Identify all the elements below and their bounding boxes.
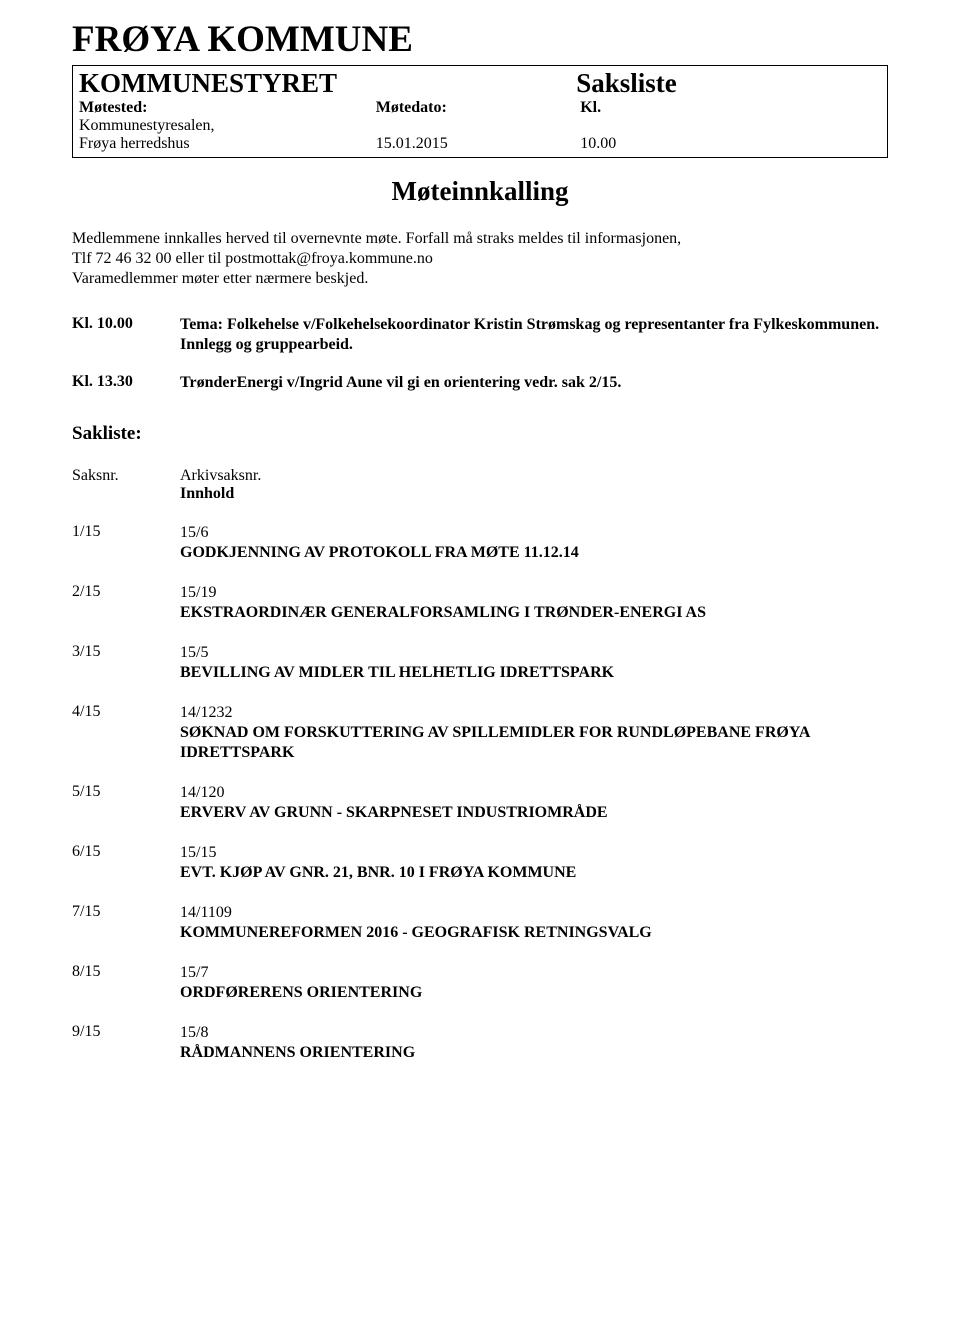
sak-item: 2/1515/19EKSTRAORDINÆR GENERALFORSAMLING… bbox=[72, 583, 888, 623]
value-kl: 10.00 bbox=[580, 135, 616, 153]
sak-body: 15/5BEVILLING AV MIDLER TIL HELHETLIG ID… bbox=[180, 643, 888, 683]
sak-body: 14/120ERVERV AV GRUNN - SKARPNESET INDUS… bbox=[180, 783, 888, 823]
sak-item: 1/1515/6GODKJENNING AV PROTOKOLL FRA MØT… bbox=[72, 523, 888, 563]
sak-title: EKSTRAORDINÆR GENERALFORSAMLING I TRØNDE… bbox=[180, 604, 706, 621]
value-motedato: 15.01.2015 bbox=[376, 135, 581, 153]
label-motedato: Møtedato: bbox=[376, 99, 581, 117]
sak-arkiv: 15/8 bbox=[180, 1023, 888, 1043]
sak-body: 15/15EVT. KJØP AV GNR. 21, BNR. 10 I FRØ… bbox=[180, 843, 888, 883]
sak-body: 15/19EKSTRAORDINÆR GENERALFORSAMLING I T… bbox=[180, 583, 888, 623]
sak-number: 8/15 bbox=[72, 963, 180, 1003]
agenda-time: Kl. 10.00 bbox=[72, 315, 180, 355]
header-saksnr: Saksnr. bbox=[72, 467, 180, 503]
sak-arkiv: 14/1232 bbox=[180, 703, 888, 723]
sak-number: 5/15 bbox=[72, 783, 180, 823]
sak-title: RÅDMANNENS ORIENTERING bbox=[180, 1044, 415, 1061]
sak-body: 15/8RÅDMANNENS ORIENTERING bbox=[180, 1023, 888, 1063]
sak-title: KOMMUNEREFORMEN 2016 - GEOGRAFISK RETNIN… bbox=[180, 924, 652, 941]
sak-item: 8/1515/7ORDFØRERENS ORIENTERING bbox=[72, 963, 888, 1003]
sak-number: 3/15 bbox=[72, 643, 180, 683]
agenda-desc: TrønderEnergi v/Ingrid Aune vil gi en or… bbox=[180, 373, 888, 393]
sak-number: 7/15 bbox=[72, 903, 180, 943]
sak-number: 4/15 bbox=[72, 703, 180, 763]
sak-arkiv: 15/15 bbox=[180, 843, 888, 863]
sak-arkiv: 15/5 bbox=[180, 643, 888, 663]
sak-title: ORDFØRERENS ORIENTERING bbox=[180, 984, 422, 1001]
sak-arkiv: 15/7 bbox=[180, 963, 888, 983]
sak-title: SØKNAD OM FORSKUTTERING AV SPILLEMIDLER … bbox=[180, 724, 810, 761]
sak-item: 4/1514/1232SØKNAD OM FORSKUTTERING AV SP… bbox=[72, 703, 888, 763]
sak-title: GODKJENNING AV PROTOKOLL FRA MØTE 11.12.… bbox=[180, 544, 579, 561]
agenda-time: Kl. 13.30 bbox=[72, 373, 180, 393]
sak-title: EVT. KJØP AV GNR. 21, BNR. 10 I FRØYA KO… bbox=[180, 864, 576, 881]
sak-arkiv: 15/19 bbox=[180, 583, 888, 603]
header-arkiv: Arkivsaksnr. bbox=[180, 467, 261, 484]
sak-number: 1/15 bbox=[72, 523, 180, 563]
intro-text: Medlemmene innkalles herved til overnevn… bbox=[72, 229, 888, 289]
sak-item: 5/1514/120ERVERV AV GRUNN - SKARPNESET I… bbox=[72, 783, 888, 823]
label-motested: Møtested: bbox=[79, 99, 376, 117]
sak-arkiv: 15/6 bbox=[180, 523, 888, 543]
sak-body: 14/1232SØKNAD OM FORSKUTTERING AV SPILLE… bbox=[180, 703, 888, 763]
sak-item: 7/1514/1109KOMMUNEREFORMEN 2016 - GEOGRA… bbox=[72, 903, 888, 943]
sak-number: 6/15 bbox=[72, 843, 180, 883]
sak-body: 14/1109KOMMUNEREFORMEN 2016 - GEOGRAFISK… bbox=[180, 903, 888, 943]
agenda-row: Kl. 10.00Tema: Folkehelse v/Folkehelseko… bbox=[72, 315, 888, 355]
header-right-title: Saksliste bbox=[576, 68, 677, 99]
sak-number: 2/15 bbox=[72, 583, 180, 623]
agenda-desc: Tema: Folkehelse v/Folkehelsekoordinator… bbox=[180, 315, 888, 355]
sak-title: ERVERV AV GRUNN - SKARPNESET INDUSTRIOMR… bbox=[180, 804, 608, 821]
sak-body: 15/6GODKJENNING AV PROTOKOLL FRA MØTE 11… bbox=[180, 523, 888, 563]
header-left-title: KOMMUNESTYRET bbox=[79, 68, 576, 99]
sak-item: 6/1515/15EVT. KJØP AV GNR. 21, BNR. 10 I… bbox=[72, 843, 888, 883]
sak-item: 9/1515/8RÅDMANNENS ORIENTERING bbox=[72, 1023, 888, 1063]
sak-arkiv: 14/120 bbox=[180, 783, 888, 803]
header-box: KOMMUNESTYRET Saksliste Møtested: Møteda… bbox=[72, 65, 888, 158]
org-title: FRØYA KOMMUNE bbox=[72, 18, 888, 61]
column-headers: Saksnr. Arkivsaksnr. Innhold bbox=[72, 467, 888, 503]
sak-number: 9/15 bbox=[72, 1023, 180, 1063]
header-arkiv-innhold: Arkivsaksnr. Innhold bbox=[180, 467, 888, 503]
sak-body: 15/7ORDFØRERENS ORIENTERING bbox=[180, 963, 888, 1003]
sak-title: BEVILLING AV MIDLER TIL HELHETLIG IDRETT… bbox=[180, 664, 614, 681]
meeting-call-title: Møteinnkalling bbox=[72, 176, 888, 207]
sak-arkiv: 14/1109 bbox=[180, 903, 888, 923]
header-innhold: Innhold bbox=[180, 485, 234, 502]
label-kl: Kl. bbox=[580, 99, 601, 117]
sak-item: 3/1515/5BEVILLING AV MIDLER TIL HELHETLI… bbox=[72, 643, 888, 683]
agenda-row: Kl. 13.30TrønderEnergi v/Ingrid Aune vil… bbox=[72, 373, 888, 393]
value-motested: Kommunestyresalen, Frøya herredshus bbox=[79, 117, 376, 153]
sakliste-title: Sakliste: bbox=[72, 423, 888, 445]
